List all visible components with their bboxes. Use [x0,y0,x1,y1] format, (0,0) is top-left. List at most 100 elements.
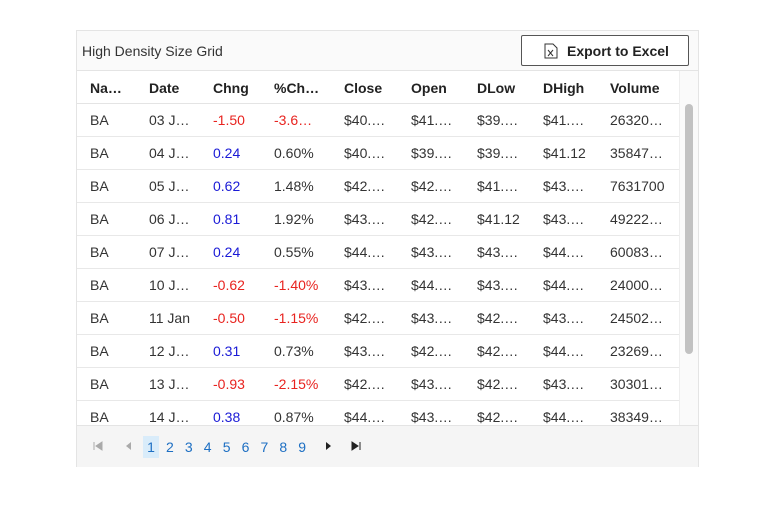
grid-cell: $42.… [477,409,519,425]
grid-cell: $44.… [543,277,585,293]
grid-cell: 05 J… [149,178,190,194]
grid-cell: BA [90,376,109,392]
grid-cell: $44.… [543,343,585,359]
grid-cell: $42.… [344,178,386,194]
column-title[interactable]: Na… [90,80,122,96]
grid-cell: $44.… [344,409,386,425]
grid-cell: $42.… [411,211,453,227]
grid-cell: $41.… [477,178,519,194]
grid-cell: BA [90,409,109,425]
grid-cell: $39.… [477,145,519,161]
grid-cell: 30301… [610,376,663,392]
page-link[interactable]: 4 [203,439,212,455]
scroll-thumb[interactable] [685,104,693,354]
grid-cell: $39.… [477,112,519,128]
grid-cell: BA [90,277,109,293]
page-link[interactable]: 3 [184,439,193,455]
grid-cell: $44.… [543,409,585,425]
grid-row: BA 12 J… 0.31 0.73% $43.… $42.… $42.… $44.… 2326… [77,335,679,368]
grid-cell: 35847… [610,145,663,161]
grid-cell: $41.12 [543,145,586,161]
export-button[interactable]: Export to Excel [521,35,689,66]
grid-row: BA 13 J… -0.93 -2.15% $42.… $43.… $42.… $43.… 30… [77,368,679,401]
column-title[interactable]: %Ch… [274,80,320,96]
column-title[interactable]: Close [344,80,383,96]
grid-cell: 10 J… [149,277,190,293]
page-link[interactable]: 7 [260,439,269,455]
first-page[interactable] [93,441,103,451]
grid-cell: 7631700 [610,178,665,194]
column-title[interactable]: DLow [477,80,516,96]
column-title[interactable]: DHigh [543,80,585,96]
grid-cell: 1.92% [274,211,314,227]
grid-cell: 04 J… [149,145,190,161]
grid-cell: $44.… [543,244,585,260]
grid-cell: 0.24 [213,145,241,161]
grid: High Density Size Grid Export to Excel N… [76,30,699,467]
grid-cell: $43.… [543,211,585,227]
grid-cell: 14 J… [149,409,190,425]
grid-cell: $42.… [344,310,386,326]
grid-cell: 49222… [610,211,663,227]
grid-cell: $42.… [477,343,519,359]
grid-cell: 0.73% [274,343,314,359]
grid-cell: $42.… [477,376,519,392]
grid-cell: BA [90,211,109,227]
grid-cell: $43.… [411,376,453,392]
column-header: Na… Date Chng %Ch… Close Open DLow DHigh Volume [77,71,679,104]
page-link[interactable]: 9 [298,439,307,455]
grid-row: BA 10 J… -0.62 -1.40% $43.… $44.… $43.… $44.… 24… [77,269,679,302]
page-link[interactable]: 5 [222,439,231,455]
grid-row: BA 03 J… -1.50 -3.6… $40.… $41.… $39.… $41.… 263… [77,104,679,137]
column-title[interactable]: Open [411,80,447,96]
grid-cell: 0.38 [213,409,241,425]
grid-cell: BA [90,112,109,128]
export-label: Export to Excel [567,43,669,59]
column-title[interactable]: Date [149,80,180,96]
grid-row: BA 04 J… 0.24 0.60% $40.… $39.… $39.… $41.12 358… [77,137,679,170]
grid-body: BA 03 J… -1.50 -3.6… $40.… $41.… $39.… $41.… 263… [77,104,679,425]
grid-cell: 23269… [610,343,663,359]
grid-cell: 24502… [610,310,663,326]
grid-cell: $42.… [344,376,386,392]
next-page[interactable] [323,441,333,451]
grid-cell: 0.60% [274,145,314,161]
column-title[interactable]: Volume [610,80,660,96]
grid-cell: -2.15% [274,376,319,392]
grid-cell: $43.… [543,310,585,326]
grid-title: High Density Size Grid [82,43,223,59]
grid-cell: BA [90,244,109,260]
prev-page[interactable] [124,441,134,451]
page-link[interactable]: 1 [143,436,159,458]
grid-row: BA 14 J… 0.38 0.87% $44.… $43.… $42.… $44.… 3834… [77,401,679,425]
grid-row: BA 11 Jan -0.50 -1.15% $42.… $43.… $42.… $43.… 2… [77,302,679,335]
grid-cell: -1.15% [274,310,319,326]
last-page[interactable] [351,441,361,451]
grid-cell: $41.… [543,112,585,128]
page-link[interactable]: 8 [279,439,288,455]
grid-cell: -0.62 [213,277,245,293]
grid-cell: BA [90,145,109,161]
grid-cell: 06 J… [149,211,190,227]
grid-cell: 03 J… [149,112,190,128]
grid-cell: $39.… [411,145,453,161]
grid-row: BA 06 J… 0.81 1.92% $43.… $42.… $41.12 $43.… 492… [77,203,679,236]
grid-cell: $43.… [411,310,453,326]
grid-cell: 13 J… [149,376,190,392]
column-title[interactable]: Chng [213,80,249,96]
grid-cell: 1.48% [274,178,314,194]
scrollbar[interactable] [679,71,698,425]
grid-cell: 11 Jan [149,310,190,326]
grid-cell: BA [90,178,109,194]
grid-cell: -3.6… [274,112,313,128]
page-link[interactable]: 2 [165,439,174,455]
toolbar: High Density Size Grid Export to Excel [77,31,698,71]
grid-cell: 0.24 [213,244,241,260]
grid-cell: 07 J… [149,244,190,260]
grid-cell: $43.… [344,277,386,293]
grid-cell: $44.… [344,244,386,260]
page-link[interactable]: 6 [241,439,250,455]
grid-cell: 0.81 [213,211,241,227]
grid-cell: $42.… [477,310,519,326]
grid-cell: $43.… [543,178,585,194]
